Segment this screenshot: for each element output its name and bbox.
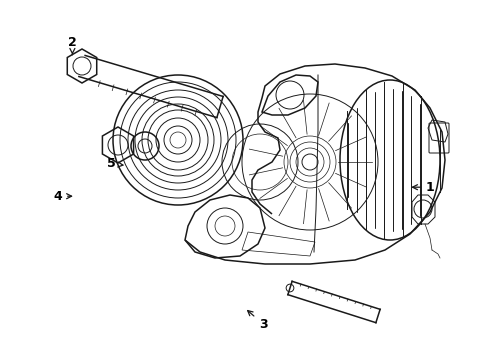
Text: 2: 2 — [68, 36, 77, 55]
Text: 1: 1 — [412, 181, 434, 194]
Text: 3: 3 — [247, 311, 267, 330]
Text: 4: 4 — [53, 190, 71, 203]
Text: 5: 5 — [107, 157, 123, 170]
